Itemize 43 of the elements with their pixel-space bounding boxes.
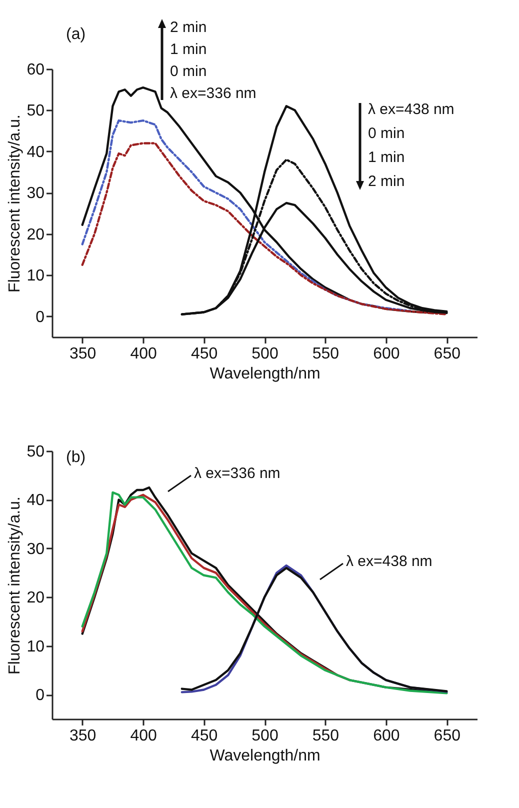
chart-title: (a) [66,26,86,43]
x-tick-label: 550 [312,728,340,744]
annotation: 2 min [368,173,405,190]
y-tick-label: 60 [26,62,45,78]
x-tick-label: 500 [252,728,278,744]
annotation: 0 min [170,63,207,80]
y-tick-label: 20 [26,590,45,607]
annotation: λ ex=438 nm [368,101,454,118]
y-tick-label: 30 [26,185,45,202]
x-tick-label: 500 [252,346,278,362]
x-tick-label: 650 [434,728,461,744]
x-tick-label: 650 [434,346,461,362]
x-axis-title: Wavelength/nm [210,748,320,764]
y-tick-label: 0 [36,687,45,704]
chart-title: (b) [66,449,86,466]
y-tick-label: 40 [26,492,45,510]
y-axis-title: Fluorescent intensity/a.u. [6,496,24,674]
annotation: 1 min [368,149,405,166]
annotation: 0 min [368,125,405,142]
x-tick-label: 350 [70,728,96,744]
x-tick-label: 600 [373,346,400,362]
x-tick-label: 400 [130,728,158,744]
annotation: λ ex=336 nm [194,465,280,482]
y-tick-label: 50 [26,102,45,120]
x-tick-label: 600 [373,728,400,744]
y-tick-label: 0 [36,308,45,326]
y-tick-label: 10 [26,268,45,285]
x-axis-title: Wavelength/nm [210,366,320,382]
y-tick-label: 40 [26,144,45,161]
text: 2 min [170,19,207,36]
y-tick-label: 30 [26,540,45,558]
x-tick-label: 400 [130,346,158,362]
annotation: λ ex=336 nm [170,85,256,102]
x-tick-label: 350 [70,346,96,362]
x-tick-label: 550 [312,346,340,362]
text: 1 min [170,41,207,58]
y-tick-label: 50 [26,444,45,460]
y-tick-label: 20 [26,226,45,244]
x-tick-label: 450 [190,346,218,362]
annotation: λ ex=438 nm [346,553,432,570]
y-tick-label: 10 [26,638,45,656]
x-tick-label: 450 [190,728,218,744]
y-axis-title: Fluorescent intensity/a.u. [6,114,24,292]
